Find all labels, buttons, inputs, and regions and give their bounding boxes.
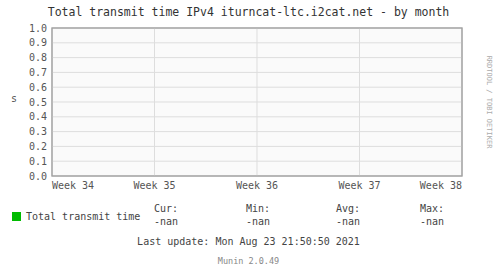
plot-area [52,28,462,176]
last-update: Last update: Mon Aug 23 21:50:50 2021 [137,236,360,247]
y-tick-label: 0.5 [29,97,47,108]
y-tick-label: 0.3 [29,126,47,137]
stat-label: Max: [420,203,444,214]
y-tick-label: 0.2 [29,141,47,152]
y-tick-label: 0.1 [29,156,47,167]
title: Total transmit time IPv4 iturncat-ltc.i2… [48,5,450,19]
stat-label: Min: [246,203,270,214]
stat-value: -nan [246,216,270,227]
y-axis-label: s [11,93,17,104]
grid-line [257,28,258,176]
plot-frame [52,28,462,176]
legend-label: Total transmit time [26,211,140,222]
x-tick-label: Week 34 [52,180,94,191]
grid-line [359,28,360,176]
stat-value: -nan [154,216,178,227]
x-tick-label: Week 38 [420,180,462,191]
watermark: RRDTOOL / TOBI OETIKER [485,56,493,150]
legend-swatch [12,212,21,221]
y-tick-label: 0.8 [29,52,47,63]
x-tick-label: Week 35 [133,180,175,191]
chart: Total transmit time IPv4 iturncat-ltc.i2… [0,0,497,275]
grid-line [154,28,155,176]
stat-value: -nan [420,216,444,227]
version: Munin 2.0.49 [218,256,279,266]
y-tick-label: 0.4 [29,111,47,122]
y-tick-label: 0.7 [29,67,47,78]
y-tick-label: 0.0 [29,171,47,182]
stat-value: -nan [336,216,360,227]
stat-label: Cur: [154,203,178,214]
x-tick-label: Week 36 [236,180,278,191]
y-tick-label: 0.6 [29,82,47,93]
y-tick-label: 1.0 [29,23,47,34]
x-tick-label: Week 37 [338,180,380,191]
stat-label: Avg: [336,203,360,214]
y-tick-label: 0.9 [29,37,47,48]
